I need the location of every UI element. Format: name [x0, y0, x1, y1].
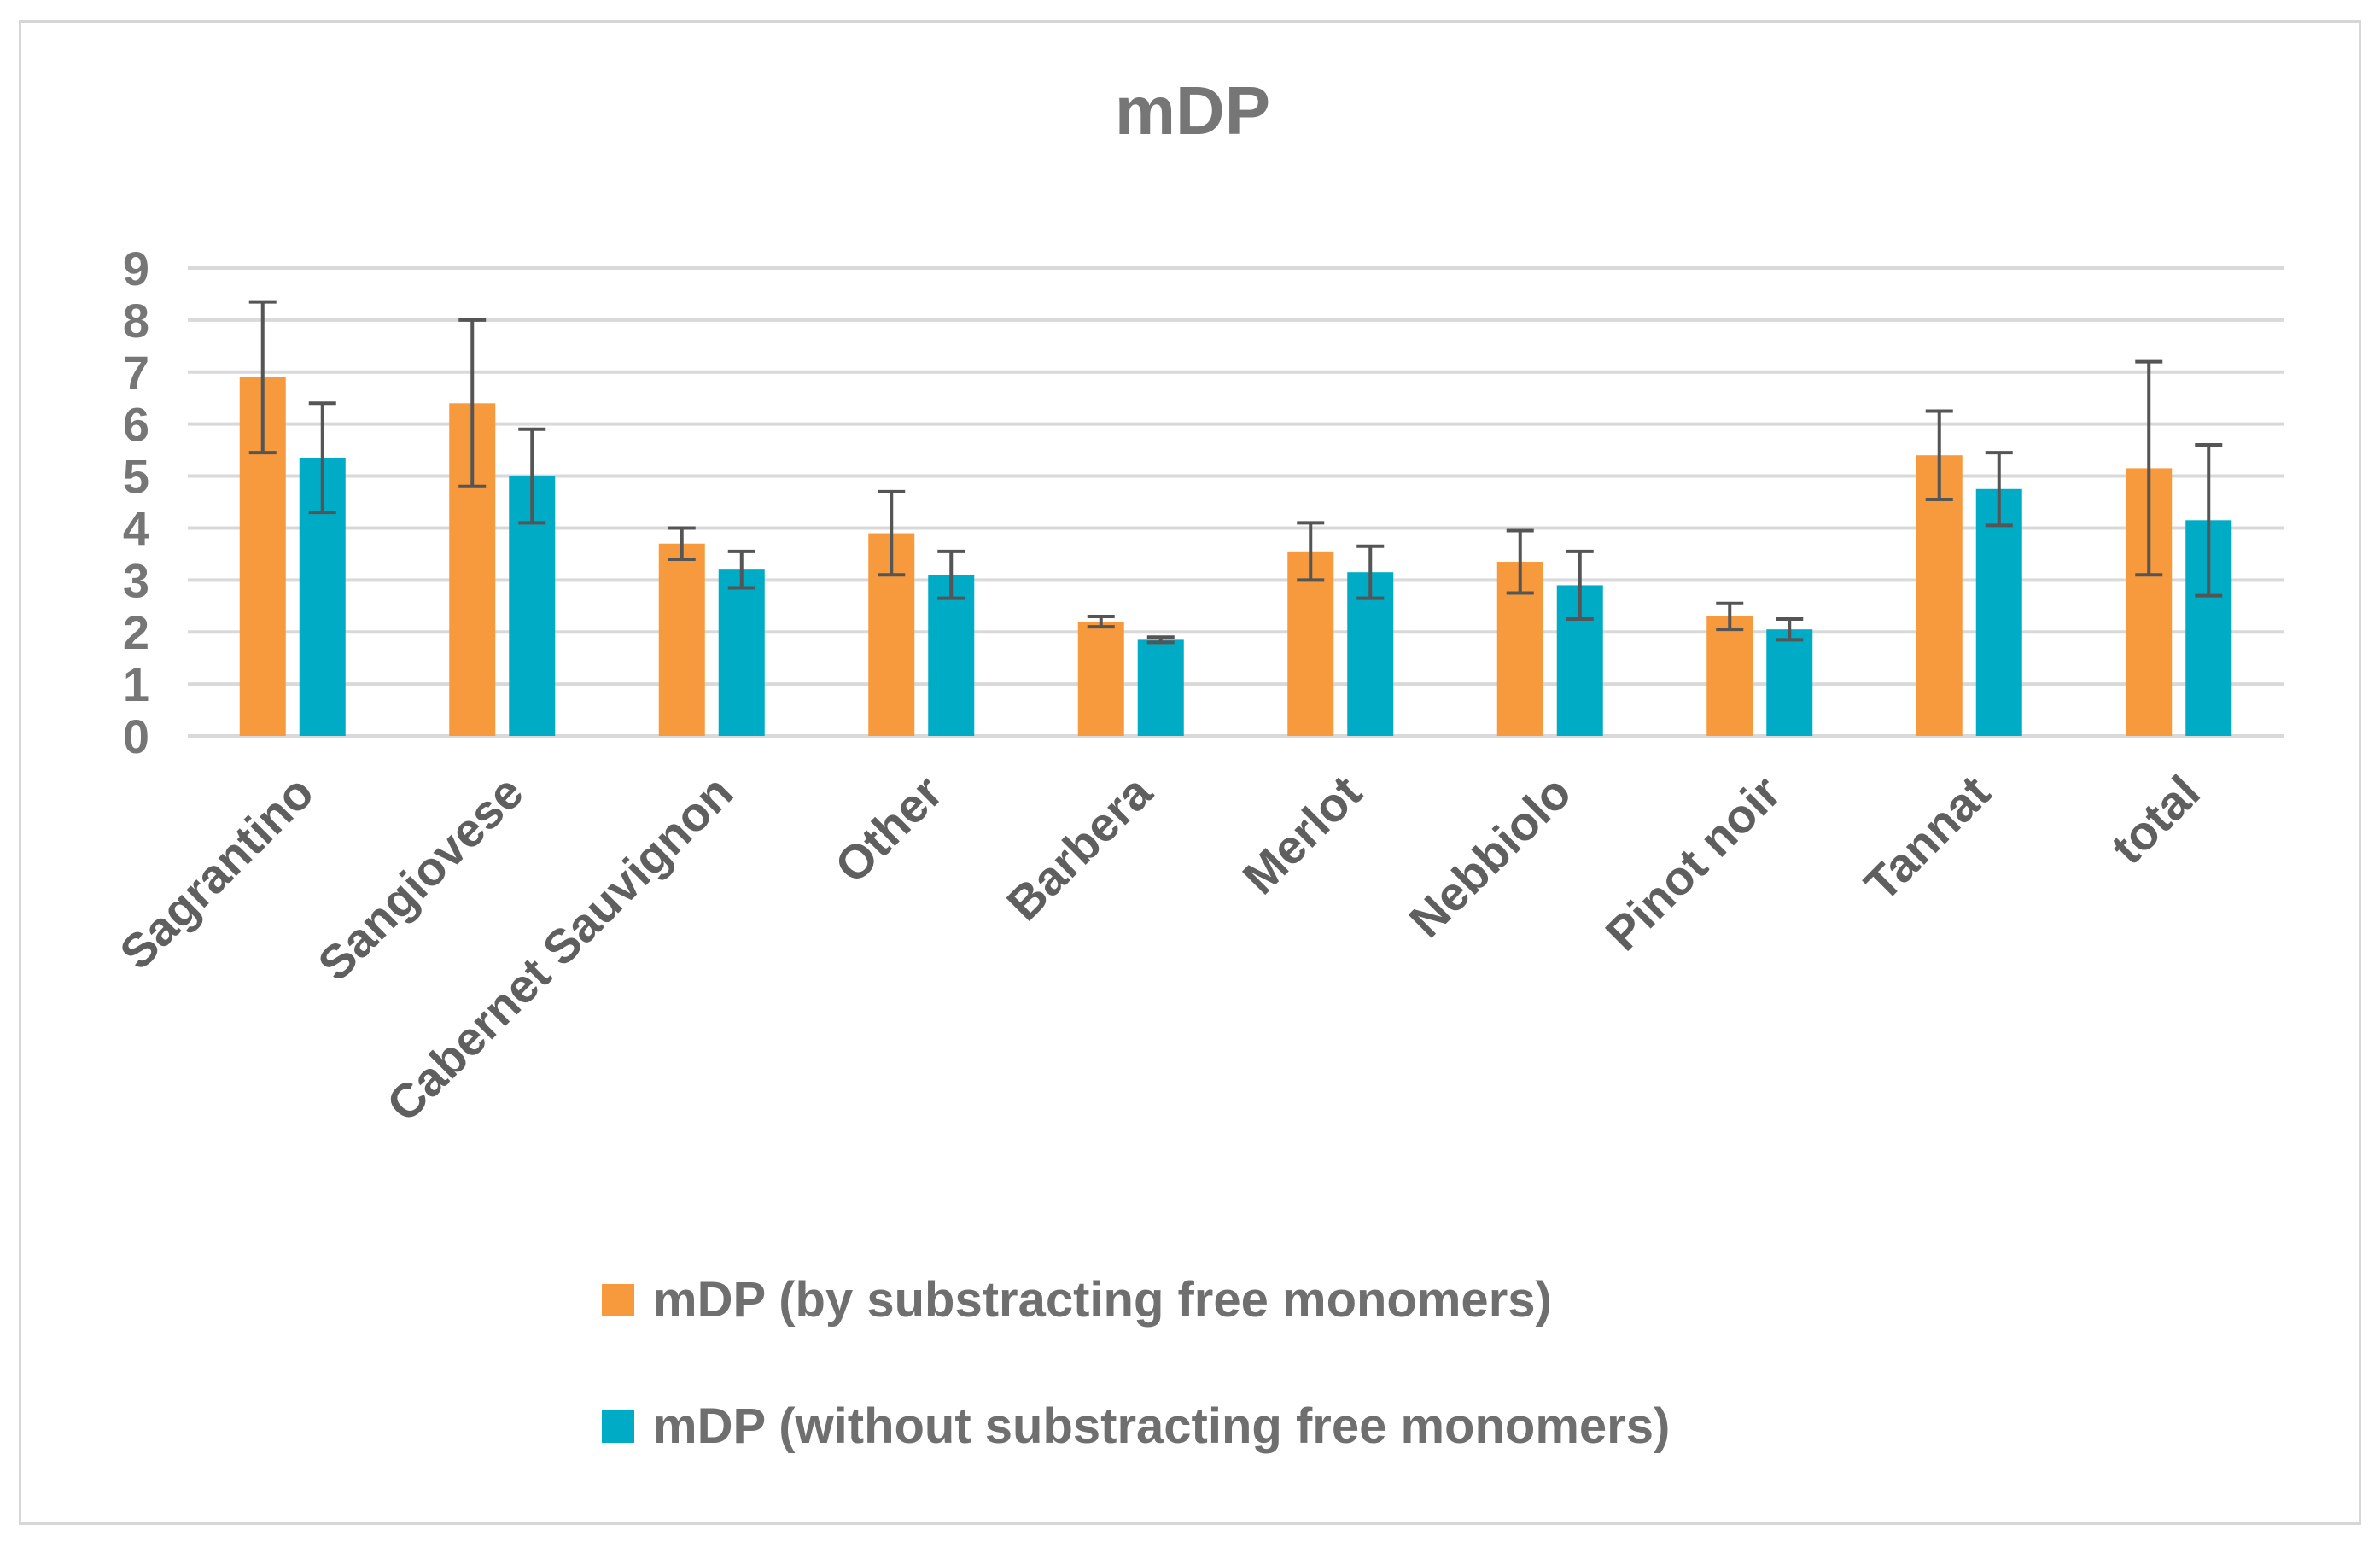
- error-bar: [1716, 601, 1744, 632]
- error-bar: [2195, 443, 2223, 598]
- bar: [718, 569, 765, 736]
- legend: mDP (by substracting free monomers) mDP (…: [602, 1272, 1670, 1454]
- error-bar: [727, 549, 755, 590]
- x-category-label: Pinot noir: [1595, 765, 1790, 960]
- y-tick-label: 5: [123, 450, 149, 504]
- bar: [1706, 616, 1753, 736]
- error-bar: [1087, 614, 1115, 629]
- bar: [1766, 629, 1813, 736]
- bar: [1916, 455, 1963, 736]
- bars: [239, 377, 2232, 736]
- error-bar: [308, 401, 336, 515]
- y-tick-label: 6: [123, 398, 149, 452]
- bar: [1287, 551, 1334, 736]
- error-bar: [458, 318, 487, 488]
- x-category-label: Merlot: [1232, 765, 1371, 904]
- legend-label: mDP (by substracting free monomers): [653, 1272, 1552, 1328]
- x-category-label: Tannat: [1854, 765, 2000, 911]
- x-category-label: Sagrantino: [109, 765, 324, 979]
- error-bar: [1146, 635, 1175, 645]
- error-bar: [518, 427, 546, 525]
- y-tick-label: 7: [123, 346, 149, 400]
- error-bar: [1356, 544, 1385, 600]
- y-tick-label: 2: [123, 605, 149, 659]
- y-tick-label: 1: [123, 657, 149, 711]
- x-category-label: total: [2101, 765, 2210, 874]
- legend-swatch: [602, 1410, 634, 1443]
- error-bars: [248, 300, 2223, 645]
- bar: [1975, 488, 2022, 736]
- error-bar: [878, 489, 906, 577]
- x-category-label: Other: [825, 765, 953, 893]
- y-tick-label: 4: [123, 501, 149, 555]
- error-bar: [1506, 528, 1534, 595]
- legend-item: mDP (by substracting free monomers): [602, 1272, 1552, 1328]
- error-bar: [2135, 359, 2163, 577]
- x-category-label: Barbera: [996, 764, 1163, 931]
- grid-lines: [188, 266, 2284, 738]
- x-category-label: Nebbiolo: [1398, 765, 1581, 948]
- chart-title: mDP: [1115, 73, 1270, 149]
- error-bar: [248, 300, 277, 455]
- bar: [928, 575, 975, 736]
- error-bar: [937, 549, 965, 600]
- x-category-label: Cabernet Sauvignon: [376, 765, 744, 1132]
- legend-item: mDP (without substracting free monomers): [602, 1398, 1670, 1454]
- y-tick-label: 8: [123, 294, 149, 347]
- x-category-label: Sangiovese: [307, 765, 534, 991]
- legend-label: mDP (without substracting free monomers): [653, 1398, 1670, 1454]
- error-bar: [1297, 521, 1325, 582]
- y-tick-label: 0: [123, 709, 149, 763]
- y-tick-label: 9: [123, 242, 149, 295]
- bar: [1137, 639, 1184, 736]
- error-bar: [1776, 617, 1804, 642]
- legend-swatch: [602, 1284, 634, 1316]
- error-bar: [1925, 409, 1953, 501]
- y-tick-label: 3: [123, 553, 149, 607]
- bar: [658, 543, 705, 736]
- error-bar: [1566, 549, 1594, 621]
- bar: [1077, 622, 1124, 736]
- error-bar: [668, 526, 696, 561]
- error-bar: [1985, 451, 2013, 528]
